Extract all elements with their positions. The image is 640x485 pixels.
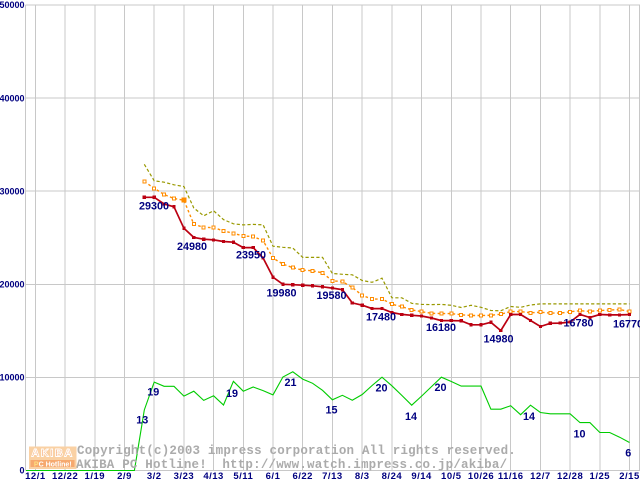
svg-text:10: 10 bbox=[573, 429, 585, 441]
svg-text:16780: 16780 bbox=[563, 318, 593, 330]
svg-text:16770: 16770 bbox=[613, 319, 640, 331]
svg-text:16180: 16180 bbox=[426, 322, 456, 334]
svg-text:6/1: 6/1 bbox=[266, 471, 281, 480]
svg-text:1/25: 1/25 bbox=[590, 471, 611, 480]
svg-text:23950: 23950 bbox=[236, 250, 266, 262]
svg-text:20: 20 bbox=[375, 383, 387, 395]
svg-text:0: 0 bbox=[19, 466, 24, 476]
svg-text:1/19: 1/19 bbox=[85, 471, 106, 480]
svg-text:5/11: 5/11 bbox=[233, 471, 253, 480]
svg-text:7/13: 7/13 bbox=[322, 471, 343, 480]
svg-text:12/7: 12/7 bbox=[530, 471, 551, 480]
svg-text:AKIBA: AKIBA bbox=[31, 448, 73, 460]
svg-text:AKIBA PC Hotline! http://www.: AKIBA PC Hotline! http://www.watch.impre… bbox=[76, 458, 507, 472]
svg-text:4/13: 4/13 bbox=[203, 471, 224, 480]
svg-text:50000: 50000 bbox=[0, 0, 25, 10]
svg-text:12/22: 12/22 bbox=[52, 471, 78, 480]
svg-text:2/9: 2/9 bbox=[117, 471, 132, 480]
svg-text:10/26: 10/26 bbox=[468, 471, 494, 480]
svg-text:PC Hotline!: PC Hotline! bbox=[34, 461, 72, 468]
svg-text:30000: 30000 bbox=[0, 186, 25, 196]
svg-text:8/24: 8/24 bbox=[382, 471, 403, 480]
svg-text:14: 14 bbox=[405, 411, 417, 423]
svg-text:17480: 17480 bbox=[366, 312, 396, 324]
svg-text:Copyright(c)2003 impress corpo: Copyright(c)2003 impress corporation All… bbox=[77, 444, 516, 458]
svg-text:3/2: 3/2 bbox=[147, 471, 162, 480]
svg-text:6: 6 bbox=[625, 448, 631, 460]
svg-text:29300: 29300 bbox=[139, 201, 169, 213]
svg-text:19580: 19580 bbox=[316, 290, 346, 302]
svg-text:2/15: 2/15 bbox=[619, 471, 640, 480]
svg-text:8/3: 8/3 bbox=[355, 471, 370, 480]
svg-text:19: 19 bbox=[147, 386, 159, 398]
svg-text:40000: 40000 bbox=[0, 93, 25, 103]
svg-text:3/23: 3/23 bbox=[174, 471, 195, 480]
svg-text:10000: 10000 bbox=[0, 373, 25, 383]
svg-text:20: 20 bbox=[434, 382, 446, 394]
svg-text:12/28: 12/28 bbox=[557, 471, 583, 480]
svg-text:14980: 14980 bbox=[483, 334, 513, 346]
svg-text:11/16: 11/16 bbox=[498, 471, 524, 480]
svg-text:10/5: 10/5 bbox=[441, 471, 462, 480]
svg-text:24980: 24980 bbox=[177, 241, 207, 253]
svg-text:15: 15 bbox=[325, 405, 337, 417]
svg-text:6/22: 6/22 bbox=[292, 471, 313, 480]
svg-text:9/14: 9/14 bbox=[411, 471, 432, 480]
svg-text:19980: 19980 bbox=[266, 288, 296, 300]
svg-text:20000: 20000 bbox=[0, 280, 25, 290]
svg-text:19: 19 bbox=[226, 388, 238, 400]
svg-text:14: 14 bbox=[523, 411, 535, 423]
svg-text:12/1: 12/1 bbox=[25, 471, 46, 480]
svg-text:13: 13 bbox=[136, 415, 148, 427]
svg-text:21: 21 bbox=[284, 377, 296, 389]
